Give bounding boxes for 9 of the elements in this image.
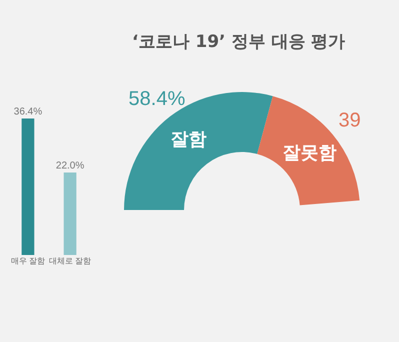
data-label: 36.4% [14, 106, 42, 118]
slice-label: 잘못함 [282, 142, 337, 163]
data-label: 22.0% [56, 160, 84, 172]
data-label: 39 [338, 109, 361, 132]
x-tick-label: 매우 잘함 [10, 256, 46, 266]
data-label: 58.4% [128, 88, 186, 110]
slice-label: 잘함 [170, 129, 206, 150]
x-tick-label: 대체로 잘함 [48, 256, 92, 266]
chart-title: ‘코로나 19’ 정부 대응 평가 [132, 31, 346, 53]
